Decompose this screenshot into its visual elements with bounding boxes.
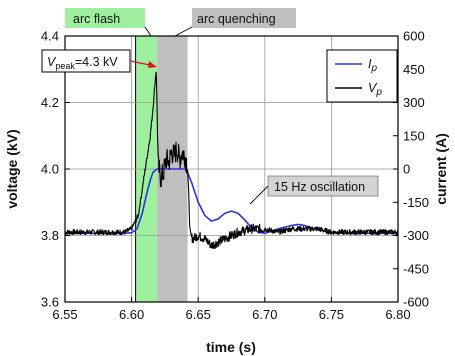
series-layer	[64, 71, 399, 249]
peak-label-sub: peak	[55, 61, 75, 71]
arc-flash-pointer	[144, 26, 152, 37]
y-right-tick-label-2: -300	[403, 228, 429, 243]
legend-label-ip-main: I	[368, 57, 372, 71]
plot-frame	[64, 35, 399, 303]
legend-label-vp-sub: p	[375, 87, 382, 98]
peak-label-main: V	[47, 55, 57, 69]
legend-label-ip-sub: p	[370, 63, 377, 74]
y-right-tick-label-4: 0	[403, 162, 410, 177]
x-tick-label-5: 6.80	[385, 307, 410, 322]
x-tick-label-0: 6.55	[52, 307, 77, 322]
arc-flash-label-box	[65, 8, 145, 28]
arc-quenching-pointer	[174, 26, 193, 37]
oscillation-label-text: 15 Hz oscillation	[274, 180, 365, 194]
x-tick-label-3: 6.70	[252, 307, 277, 322]
series-line-vp	[64, 71, 399, 249]
oscillation-pointer	[249, 185, 269, 205]
peak-arrow-line	[129, 60, 151, 66]
arc-flash-label-text: arc flash	[73, 12, 120, 26]
legend-label-ip: Ip	[368, 57, 377, 74]
legend: Ip Vp	[326, 49, 398, 103]
x-tick-label-1: 6.60	[119, 307, 144, 322]
x-tick-label-2: 6.65	[186, 307, 211, 322]
x-axis-title: time (s)	[206, 339, 256, 355]
ticks-layer: 6.55 6.60 6.65 6.70 6.75 6.80 3.6 3.8 4.0 4.2 4.4 -…	[41, 29, 429, 323]
y-right-tick-label-7: 450	[403, 62, 425, 77]
y-right-axis-title: current (A)	[433, 133, 449, 205]
legend-label-vp: Vp	[368, 81, 382, 98]
y-left-axis-title: voltage (kV)	[4, 129, 20, 208]
y-right-tick-label-3: -150	[403, 195, 429, 210]
peak-annotation: Vpeak=4.3 kV	[41, 49, 157, 73]
legend-box	[326, 49, 398, 103]
peak-arrow-head	[148, 61, 157, 68]
x-tick-label-4: 6.75	[319, 307, 344, 322]
peak-label-value: =4.3 kV	[75, 55, 118, 69]
peak-annotation-text: Vpeak=4.3 kV	[47, 55, 118, 71]
arc-quenching-label-text: arc quenching	[197, 12, 276, 26]
arc-quenching-label-box	[192, 8, 296, 28]
arc-flash-label: arc flash	[65, 8, 145, 28]
y-left-tick-label-4: 4.4	[41, 29, 59, 44]
y-right-tick-label-1: -450	[403, 261, 429, 276]
arc-quenching-label: arc quenching	[192, 8, 296, 28]
y-left-tick-label-3: 4.2	[41, 95, 59, 110]
oscillation-label-box	[267, 175, 379, 197]
y-left-tick-label-0: 3.6	[41, 295, 59, 310]
y-left-tick-label-1: 3.8	[41, 228, 59, 243]
y-right-tick-label-5: 150	[403, 128, 425, 143]
oscillation-annotation: 15 Hz oscillation	[249, 175, 379, 205]
y-left-tick-label-2: 4.0	[41, 162, 59, 177]
y-right-tick-label-8: 600	[403, 29, 425, 44]
legend-label-vp-main: V	[368, 81, 378, 95]
y-right-tick-label-0: -600	[403, 295, 429, 310]
y-right-tick-label-6: 300	[403, 95, 425, 110]
